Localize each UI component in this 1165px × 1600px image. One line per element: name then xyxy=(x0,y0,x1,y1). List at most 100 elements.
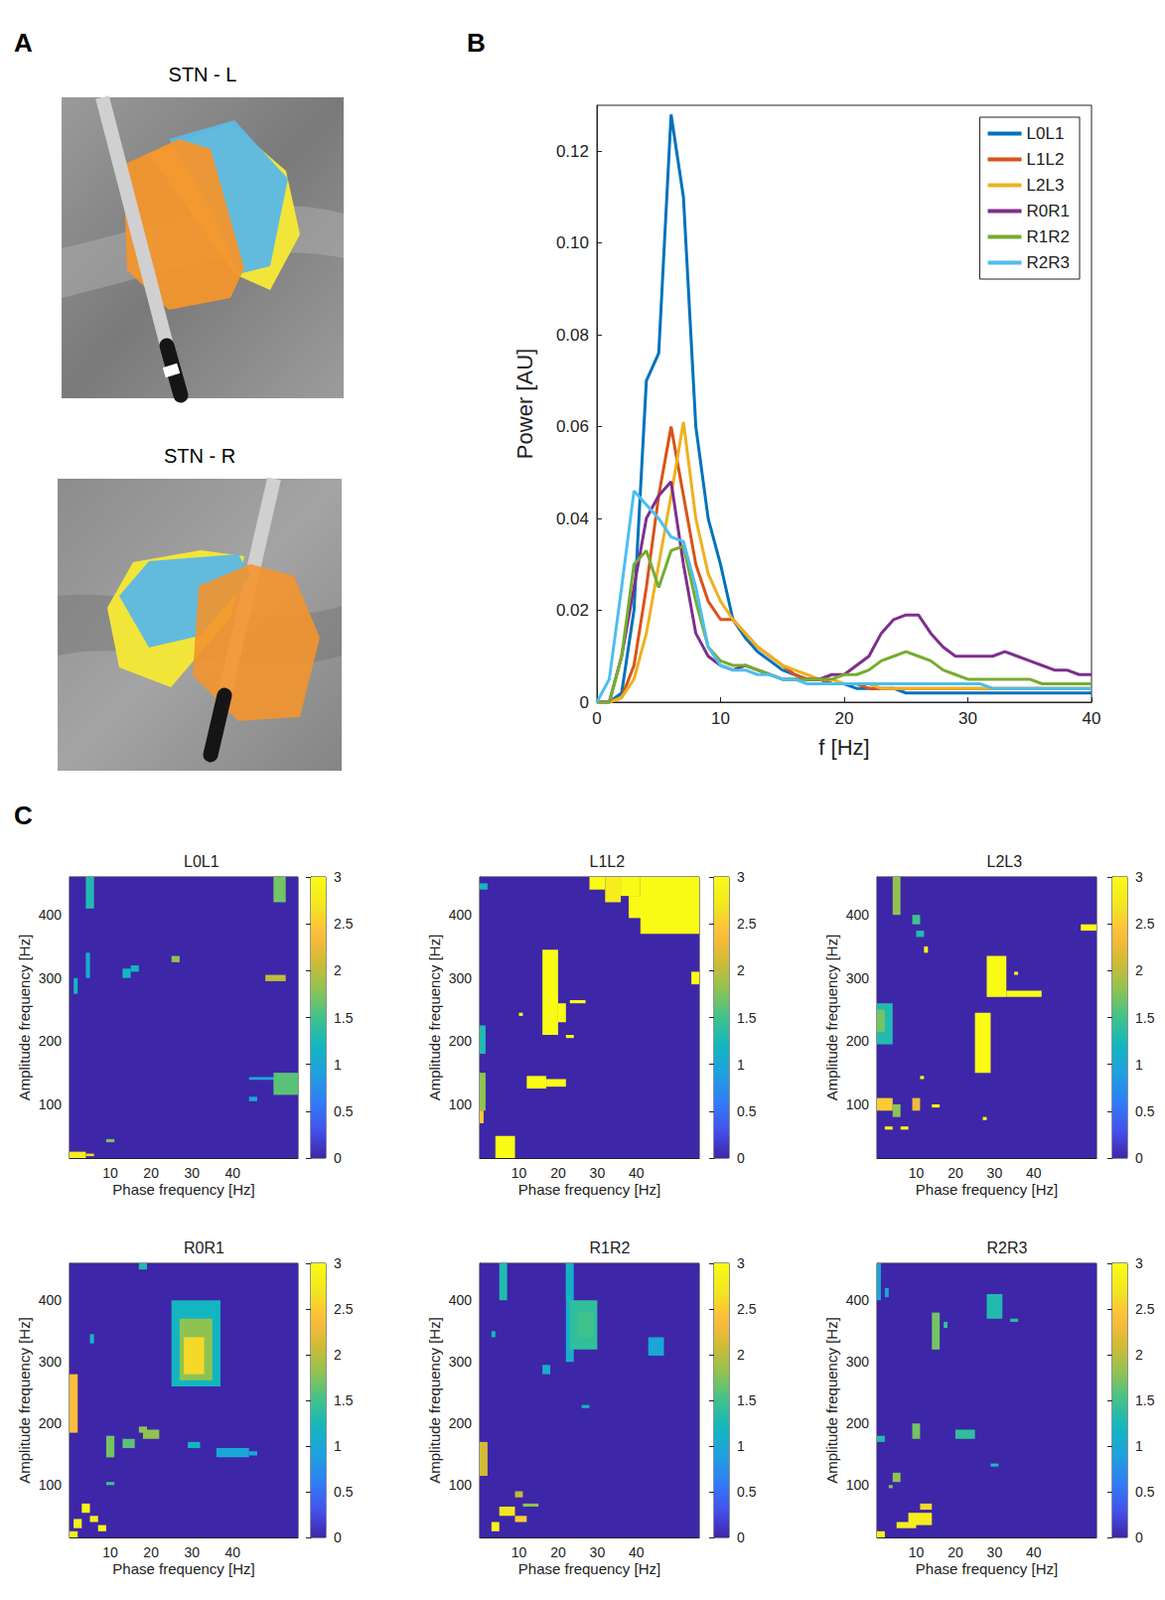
svg-text:30: 30 xyxy=(589,1165,606,1181)
svg-text:STN - L: STN - L xyxy=(168,63,238,86)
svg-text:3: 3 xyxy=(736,1255,745,1272)
svg-text:2.5: 2.5 xyxy=(736,1301,757,1317)
svg-text:f [Hz]: f [Hz] xyxy=(818,734,870,760)
svg-text:0.5: 0.5 xyxy=(333,1103,354,1120)
svg-text:20: 20 xyxy=(143,1544,159,1561)
svg-text:3: 3 xyxy=(1135,1255,1144,1272)
svg-text:1.5: 1.5 xyxy=(1135,1010,1156,1026)
svg-text:R1R2: R1R2 xyxy=(589,1239,631,1257)
svg-text:10: 10 xyxy=(511,1544,528,1561)
svg-text:L0L1: L0L1 xyxy=(1026,124,1065,144)
svg-text:40: 40 xyxy=(1025,1544,1042,1561)
svg-text:10: 10 xyxy=(908,1165,925,1181)
svg-text:200: 200 xyxy=(38,1032,63,1049)
svg-text:R2R3: R2R3 xyxy=(987,1239,1028,1257)
svg-text:2.5: 2.5 xyxy=(333,915,354,932)
svg-text:100: 100 xyxy=(448,1476,473,1493)
svg-text:40: 40 xyxy=(1082,709,1102,729)
svg-text:200: 200 xyxy=(448,1415,473,1432)
svg-text:0.08: 0.08 xyxy=(556,325,589,345)
svg-text:1.5: 1.5 xyxy=(736,1010,757,1026)
svg-text:3: 3 xyxy=(333,1255,342,1272)
svg-text:400: 400 xyxy=(846,1292,871,1309)
svg-text:30: 30 xyxy=(183,1165,200,1181)
svg-text:R1R2: R1R2 xyxy=(1026,227,1070,247)
svg-text:Amplitude frequency [Hz]: Amplitude frequency [Hz] xyxy=(426,1316,443,1484)
svg-text:300: 300 xyxy=(846,970,871,987)
svg-text:0: 0 xyxy=(333,1150,342,1166)
svg-text:R0R1: R0R1 xyxy=(1026,201,1070,221)
svg-text:1: 1 xyxy=(736,1438,745,1455)
svg-text:200: 200 xyxy=(448,1032,473,1049)
svg-text:0.04: 0.04 xyxy=(556,509,589,529)
svg-text:B: B xyxy=(466,27,486,58)
svg-text:40: 40 xyxy=(224,1544,241,1561)
svg-text:30: 30 xyxy=(183,1544,200,1561)
svg-text:400: 400 xyxy=(846,906,871,923)
svg-text:30: 30 xyxy=(958,709,978,729)
svg-text:1: 1 xyxy=(1135,1438,1144,1455)
svg-text:Amplitude frequency [Hz]: Amplitude frequency [Hz] xyxy=(823,1316,841,1484)
svg-text:1.5: 1.5 xyxy=(1135,1392,1156,1409)
svg-text:L1L2: L1L2 xyxy=(589,853,626,871)
svg-text:L1L2: L1L2 xyxy=(1026,149,1065,169)
svg-text:C: C xyxy=(13,800,33,831)
svg-text:100: 100 xyxy=(448,1096,473,1113)
svg-text:20: 20 xyxy=(550,1165,567,1181)
svg-text:0.10: 0.10 xyxy=(556,233,589,253)
svg-text:100: 100 xyxy=(38,1096,63,1113)
svg-text:200: 200 xyxy=(38,1415,63,1432)
svg-text:2: 2 xyxy=(1135,962,1144,979)
svg-text:3: 3 xyxy=(1135,869,1144,885)
svg-text:L2L3: L2L3 xyxy=(1026,175,1065,195)
svg-text:10: 10 xyxy=(711,709,730,729)
svg-text:Phase frequency [Hz]: Phase frequency [Hz] xyxy=(518,1180,661,1198)
svg-text:20: 20 xyxy=(947,1544,964,1561)
svg-text:0: 0 xyxy=(1135,1529,1144,1546)
svg-text:0.5: 0.5 xyxy=(333,1483,354,1500)
svg-text:1: 1 xyxy=(333,1056,342,1073)
svg-text:400: 400 xyxy=(38,1292,63,1309)
svg-text:Phase frequency [Hz]: Phase frequency [Hz] xyxy=(112,1180,255,1198)
svg-text:20: 20 xyxy=(835,709,855,729)
svg-text:1: 1 xyxy=(333,1438,342,1455)
svg-text:40: 40 xyxy=(628,1165,645,1181)
svg-text:40: 40 xyxy=(1025,1165,1042,1181)
svg-text:10: 10 xyxy=(511,1165,528,1181)
svg-text:Amplitude frequency [Hz]: Amplitude frequency [Hz] xyxy=(15,934,33,1102)
svg-text:400: 400 xyxy=(38,906,63,923)
svg-text:0.5: 0.5 xyxy=(736,1103,757,1120)
svg-text:Amplitude frequency [Hz]: Amplitude frequency [Hz] xyxy=(15,1316,33,1484)
svg-text:0.5: 0.5 xyxy=(1135,1103,1156,1120)
svg-text:0: 0 xyxy=(580,693,589,713)
svg-text:0.02: 0.02 xyxy=(556,600,589,620)
svg-text:0.06: 0.06 xyxy=(556,417,589,437)
svg-text:10: 10 xyxy=(102,1544,119,1561)
svg-text:0: 0 xyxy=(736,1529,745,1546)
svg-text:R0R1: R0R1 xyxy=(183,1239,225,1257)
svg-text:STN - R: STN - R xyxy=(163,444,236,467)
svg-text:30: 30 xyxy=(987,1165,1004,1181)
svg-text:20: 20 xyxy=(550,1544,567,1561)
svg-text:40: 40 xyxy=(224,1165,241,1181)
svg-text:0: 0 xyxy=(591,709,601,729)
svg-text:0.5: 0.5 xyxy=(736,1483,757,1500)
svg-text:1.5: 1.5 xyxy=(333,1392,354,1409)
svg-text:2.5: 2.5 xyxy=(736,915,757,932)
svg-text:300: 300 xyxy=(846,1353,871,1370)
svg-text:Phase frequency [Hz]: Phase frequency [Hz] xyxy=(112,1560,255,1578)
svg-text:Amplitude frequency [Hz]: Amplitude frequency [Hz] xyxy=(426,934,443,1102)
svg-text:Phase frequency [Hz]: Phase frequency [Hz] xyxy=(915,1180,1058,1198)
svg-text:0.12: 0.12 xyxy=(556,142,589,161)
svg-text:3: 3 xyxy=(736,869,745,885)
svg-text:0: 0 xyxy=(736,1150,745,1166)
svg-text:Phase frequency [Hz]: Phase frequency [Hz] xyxy=(915,1560,1058,1578)
svg-text:0: 0 xyxy=(333,1529,342,1546)
svg-text:300: 300 xyxy=(38,1353,63,1370)
svg-text:40: 40 xyxy=(628,1544,645,1561)
svg-text:0.5: 0.5 xyxy=(1135,1483,1156,1500)
svg-text:300: 300 xyxy=(448,970,473,987)
svg-text:L0L1: L0L1 xyxy=(183,853,220,871)
svg-text:1.5: 1.5 xyxy=(736,1392,757,1409)
svg-text:30: 30 xyxy=(987,1544,1004,1561)
